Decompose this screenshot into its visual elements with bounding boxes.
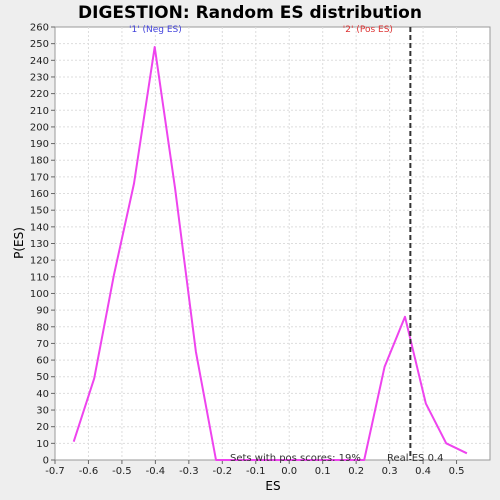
y-tick-label: 120 bbox=[30, 256, 49, 267]
y-tick-label: 230 bbox=[30, 72, 49, 83]
x-tick-label: 0.0 bbox=[281, 466, 297, 477]
y-tick-label: 190 bbox=[30, 139, 49, 150]
y-tick-label: 10 bbox=[36, 439, 49, 450]
y-tick-label: 50 bbox=[36, 372, 49, 383]
y-tick-label: 60 bbox=[36, 356, 49, 367]
x-tick-label: -0.5 bbox=[112, 466, 132, 477]
y-tick-label: 140 bbox=[30, 222, 49, 233]
annotation-layer: '1' (Neg ES) '2' (Pos ES) bbox=[129, 25, 393, 35]
y-tick-label: 20 bbox=[36, 422, 49, 433]
x-tick-label: 0.3 bbox=[382, 466, 398, 477]
x-tick-label: -0.6 bbox=[79, 466, 99, 477]
series-line bbox=[72, 46, 468, 461]
annotation-label: '2' (Pos ES) bbox=[343, 25, 393, 35]
y-tick-label: 0 bbox=[43, 456, 49, 467]
x-tick-label: 0.1 bbox=[315, 466, 331, 477]
x-tick-label: -0.1 bbox=[246, 466, 266, 477]
annotation-label: '1' (Neg ES) bbox=[129, 25, 182, 35]
footer-real-es: Real ES 0.4 bbox=[387, 453, 443, 464]
y-tick-label: 70 bbox=[36, 339, 49, 350]
footer-pos-scores: Sets with pos scores: 19% bbox=[230, 453, 361, 464]
y-tick-label: 210 bbox=[30, 106, 49, 117]
x-tick-label: -0.4 bbox=[146, 466, 166, 477]
x-tick-label: -0.7 bbox=[45, 466, 65, 477]
chart-title: DIGESTION: Random ES distribution bbox=[78, 3, 422, 23]
y-tick-label: 200 bbox=[30, 122, 49, 133]
y-tick-label: 100 bbox=[30, 289, 49, 300]
x-axis: -0.7 -0.6 -0.5 -0.4 -0.3 -0.2 -0.1 0.0 0.1 0.2 0.3… bbox=[45, 460, 464, 477]
y-tick-label: 170 bbox=[30, 172, 49, 183]
y-tick-label: 130 bbox=[30, 239, 49, 250]
y-tick-label: 80 bbox=[36, 322, 49, 333]
y-tick-label: 30 bbox=[36, 406, 49, 417]
y-tick-label: 40 bbox=[36, 389, 49, 400]
y-tick-label: 160 bbox=[30, 189, 49, 200]
x-tick-label: -0.3 bbox=[179, 466, 199, 477]
y-axis: 0 10 20 30 40 50 60 70 80 90 100 110 120 130 140 150 160… bbox=[30, 23, 55, 467]
y-tick-label: 180 bbox=[30, 156, 49, 167]
y-tick-label: 150 bbox=[30, 206, 49, 217]
y-tick-label: 110 bbox=[30, 272, 49, 283]
x-tick-label: -0.2 bbox=[213, 466, 233, 477]
y-tick-label: 250 bbox=[30, 39, 49, 50]
y-tick-label: 260 bbox=[30, 23, 49, 34]
y-tick-label: 240 bbox=[30, 56, 49, 67]
x-tick-label: 0.4 bbox=[415, 466, 431, 477]
x-axis-label: ES bbox=[265, 479, 280, 493]
x-tick-label: 0.5 bbox=[449, 466, 465, 477]
y-tick-label: 220 bbox=[30, 89, 49, 100]
x-tick-label: 0.2 bbox=[348, 466, 364, 477]
y-tick-label: 90 bbox=[36, 306, 49, 317]
y-axis-label: P(ES) bbox=[12, 227, 26, 259]
series-layer bbox=[72, 27, 468, 461]
